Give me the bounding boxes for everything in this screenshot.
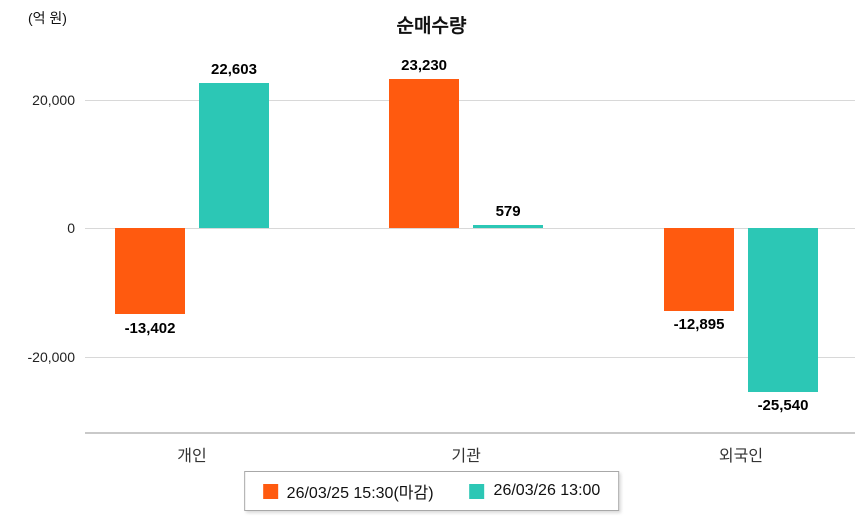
bar-value-label: 23,230	[401, 57, 448, 75]
chart-title: 순매수량	[396, 16, 467, 37]
bar-value-label: 22,603	[211, 61, 257, 79]
bar-value-label: 579	[495, 202, 521, 220]
x-category-label-institution: 기관	[451, 448, 481, 465]
bar-foreigner-series2	[748, 228, 818, 393]
legend-item: 26/03/26 13:00	[469, 482, 601, 500]
x-category-label-individual: 개인	[177, 448, 207, 465]
y-tick-label: -20,000	[27, 348, 75, 365]
legend-label: 26/03/25 15:30(마감)	[286, 485, 434, 502]
legend-label: 26/03/26 13:00	[493, 482, 601, 499]
legend-item: 26/03/25 15:30(마감)	[262, 479, 434, 503]
plot-area	[85, 55, 855, 434]
bar-value-label: -25,540	[757, 397, 809, 415]
zero-gridline	[85, 228, 855, 230]
x-category-label-foreigner: 외국인	[718, 448, 764, 465]
y-tick-label: 0	[67, 220, 75, 237]
bar-value-label: -13,402	[124, 319, 176, 337]
bar-value-label: -12,895	[673, 316, 725, 334]
legend-swatch-icon	[262, 483, 278, 499]
bar-individual-series2	[199, 83, 269, 229]
bar-institution-series1	[389, 79, 460, 229]
legend-swatch-icon	[469, 483, 485, 499]
bar-foreigner-series1	[664, 228, 734, 312]
y-axis-unit-label: (억 원)	[28, 10, 67, 26]
gridline	[85, 356, 855, 358]
gridline	[85, 100, 855, 101]
bar-institution-series2	[473, 224, 544, 229]
bar-individual-series1	[115, 228, 185, 315]
y-tick-label: 20,000	[32, 92, 75, 108]
legend: 26/03/25 15:30(마감) 26/03/26 13:00	[243, 471, 620, 511]
